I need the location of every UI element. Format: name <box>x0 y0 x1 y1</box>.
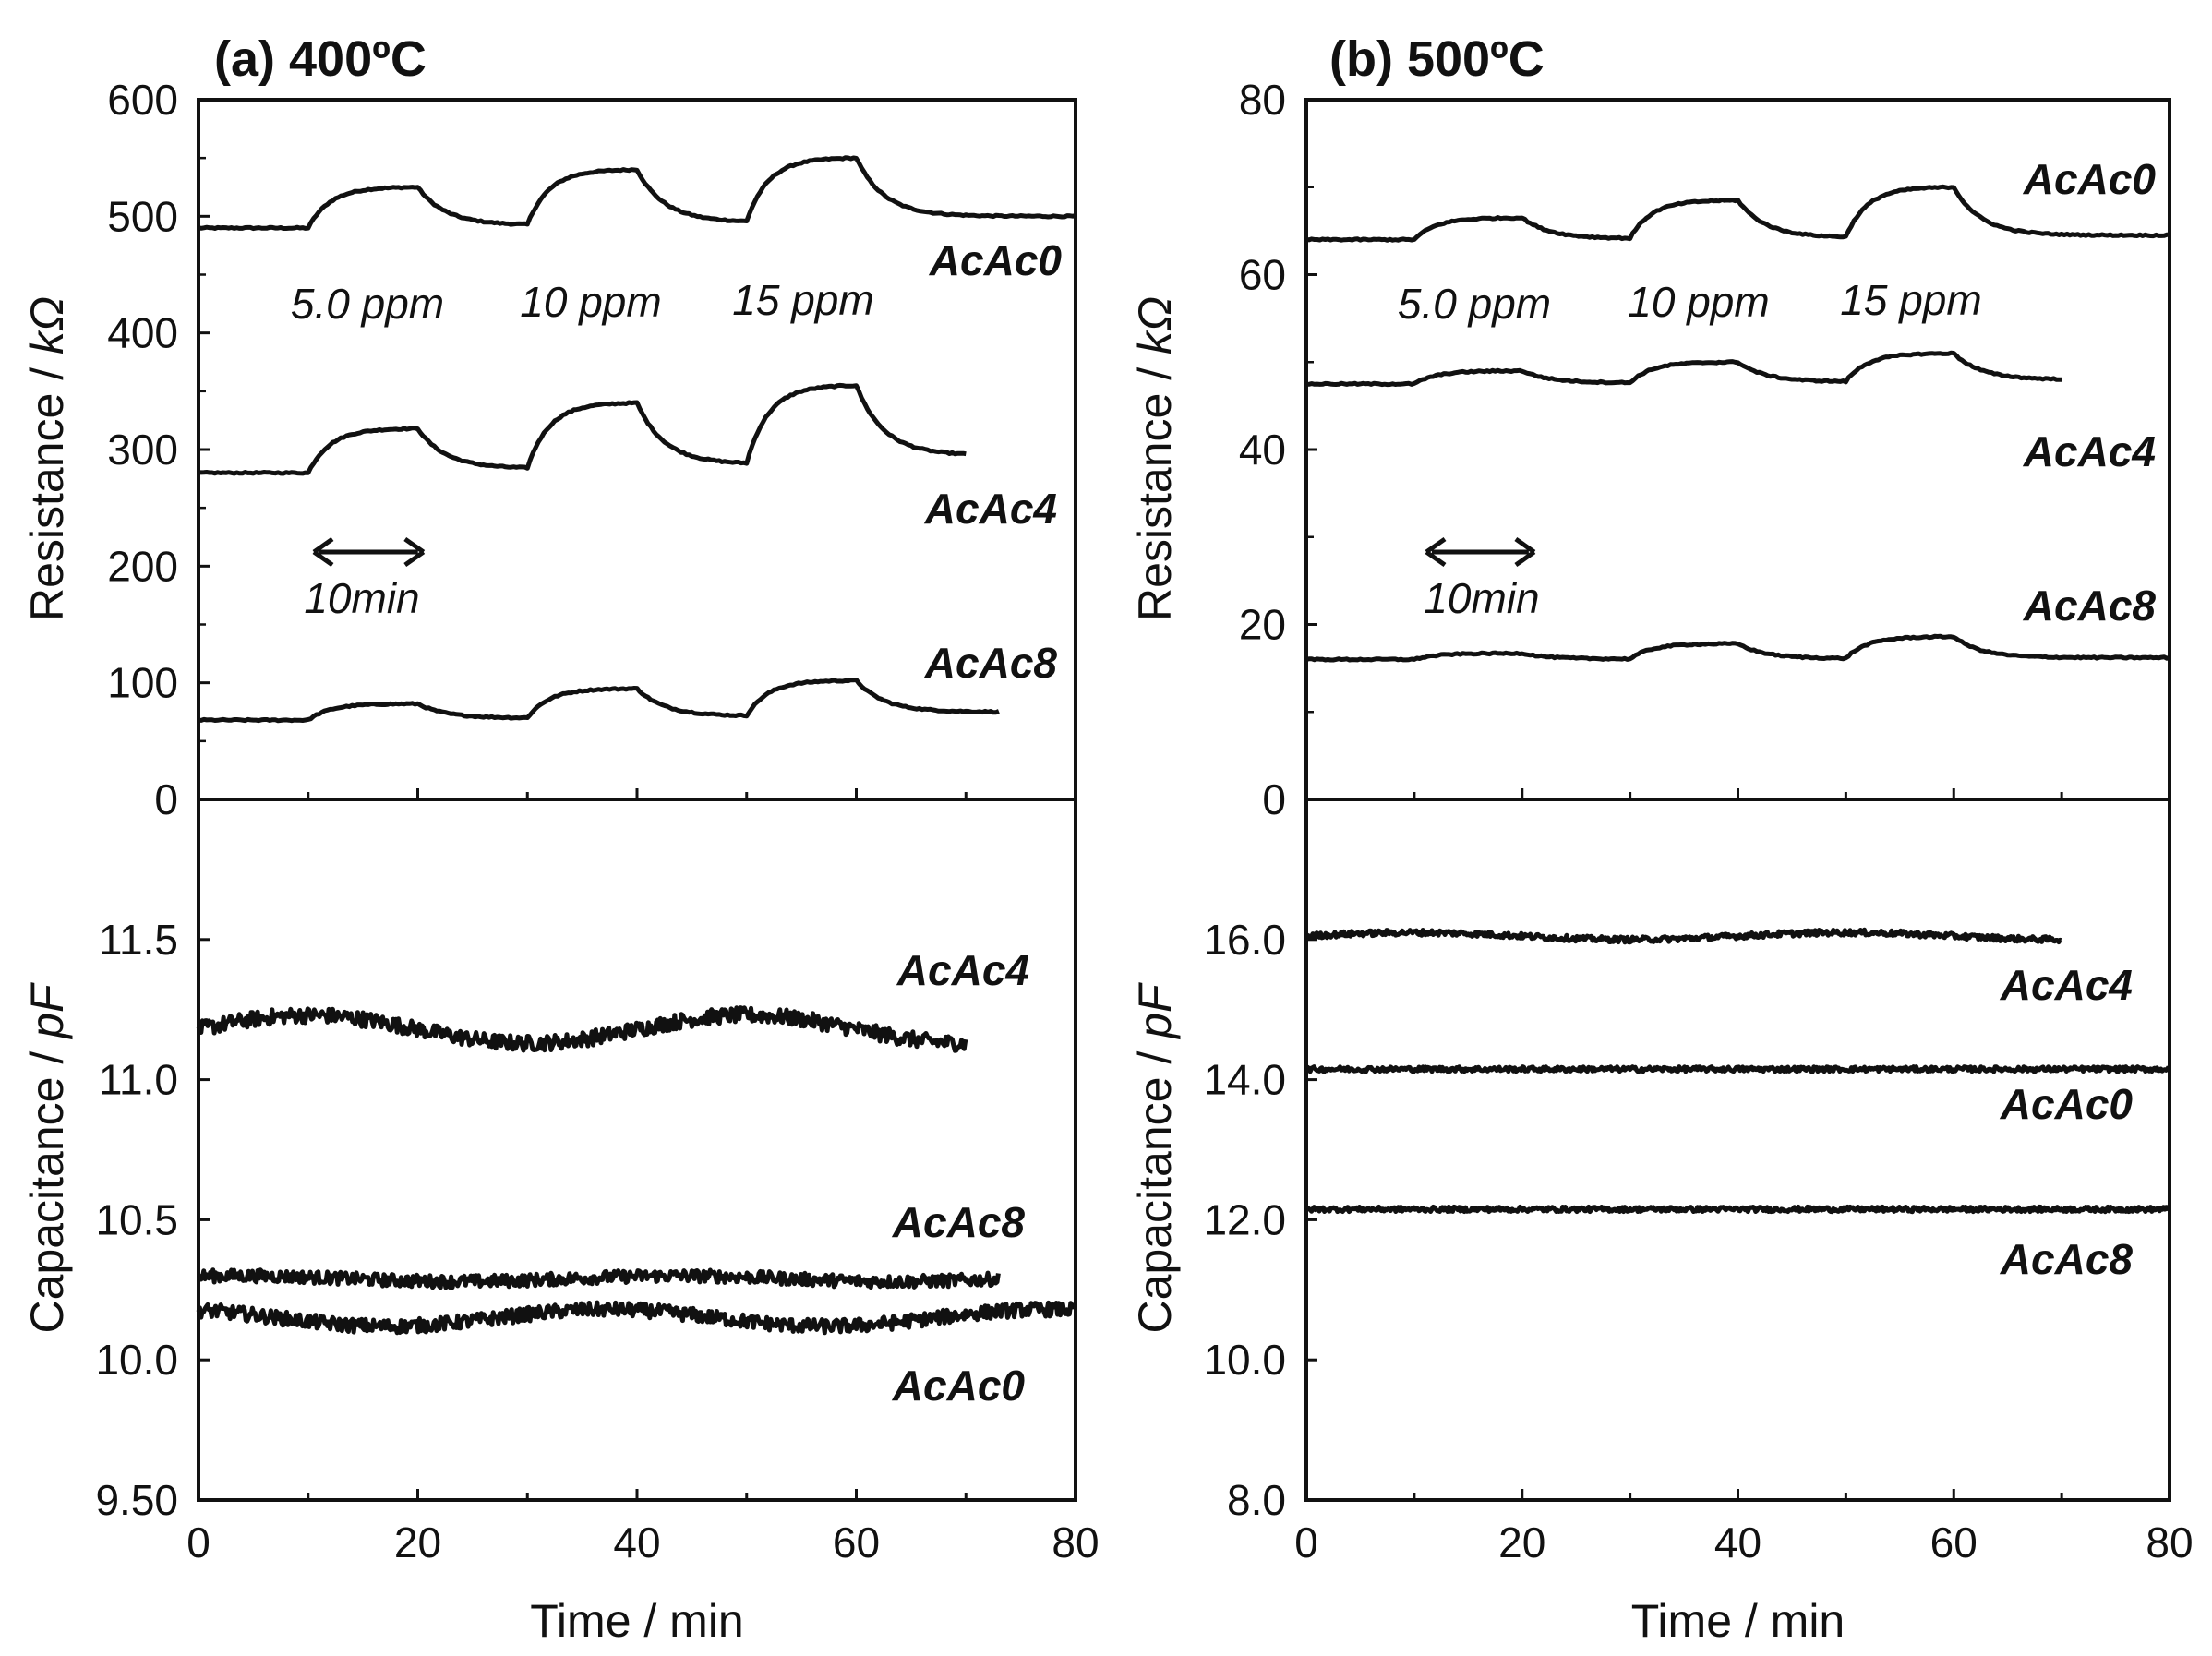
y-tick-label: 10.0 <box>95 1336 178 1384</box>
x-tick-label: 80 <box>1052 1518 1099 1566</box>
y-tick-label: 60 <box>1239 251 1286 299</box>
y-tick-label: 20 <box>1239 601 1286 649</box>
series-line-acac8 <box>1305 633 2170 663</box>
capacitance-label-acac4: AcAc4 <box>896 946 1029 994</box>
x-tick-label: 40 <box>1714 1518 1761 1566</box>
y-tick-label: 80 <box>1239 76 1286 124</box>
concentration-label: 5.0 ppm <box>1398 280 1551 328</box>
capacitance-line-acac8 <box>196 1267 1001 1290</box>
capacitance-axis-title-unit: pF <box>1129 982 1181 1040</box>
concentration-label: 15 ppm <box>1840 276 1981 324</box>
capacitance-axis-title-unit: pF <box>21 982 73 1040</box>
y-tick-label: 10.5 <box>95 1195 178 1243</box>
capacitance-line-acac0 <box>1304 1064 2171 1074</box>
series-label-acac0: AcAc0 <box>929 236 1063 284</box>
y-tick-label: 40 <box>1239 426 1286 474</box>
series-line-acac0 <box>1305 184 2170 243</box>
scale-bar-label: 10min <box>1424 574 1539 622</box>
series-line-acac8 <box>198 678 1000 724</box>
x-tick-label: 20 <box>394 1518 441 1566</box>
capacitance-plot-frame-b <box>1304 798 2171 1502</box>
capacitance-axis-title: Capacitance / pF <box>1129 982 1181 1333</box>
concentration-label: 5.0 ppm <box>291 280 444 328</box>
series-label-acac4: AcAc4 <box>924 485 1057 533</box>
concentration-label: 10 ppm <box>1628 278 1769 326</box>
y-tick-label: 9.50 <box>95 1476 178 1524</box>
capacitance-label-acac8: AcAc8 <box>2000 1235 2134 1283</box>
x-tick-label: 60 <box>833 1518 880 1566</box>
scale-bar-label: 10min <box>304 574 419 622</box>
capacitance-line-acac4 <box>196 1005 968 1053</box>
y-tick-label: 14.0 <box>1203 1056 1286 1104</box>
y-tick-label: 100 <box>107 659 178 707</box>
series-label-acac4: AcAc4 <box>2023 427 2156 475</box>
panel-title-b: (b) 500ºC <box>1329 31 1545 87</box>
series-label-acac8: AcAc8 <box>2023 582 2157 630</box>
capacitance-line-acac4 <box>1304 927 2062 945</box>
capacitance-label-acac0: AcAc0 <box>2000 1080 2134 1128</box>
resistance-axis-title-unit: kΩ <box>1129 296 1181 354</box>
panel-title-a: (a) 400ºC <box>214 31 427 87</box>
capacitance-axis-title-text: Capacitance / <box>21 1038 73 1334</box>
y-tick-label: 10.0 <box>1203 1336 1286 1384</box>
scale-bar-arrow-left-icon <box>312 536 334 568</box>
capacitance-line-acac0 <box>196 1300 1077 1336</box>
x-tick-label: 60 <box>1930 1518 1978 1566</box>
scale-bar-arrow-right-icon <box>1514 536 1536 568</box>
panel-b: (b) 500ºC 0 20 40 60 80 Resistance / kΩ AcAc0 Ac… <box>1129 31 2194 1647</box>
x-tick-label: 0 <box>186 1518 210 1566</box>
y-tick-label: 11.5 <box>99 916 178 964</box>
y-tick-label: 500 <box>107 192 178 240</box>
concentration-label: 15 ppm <box>732 276 873 324</box>
x-axis-title: Time / min <box>530 1595 744 1647</box>
x-tick-label: 80 <box>2146 1518 2193 1566</box>
series-line-acac4 <box>198 382 967 476</box>
resistance-axis-title-unit: kΩ <box>21 296 73 354</box>
capacitance-axis-title-text: Capacitance / <box>1129 1038 1181 1334</box>
series-line-acac0 <box>198 155 1076 232</box>
series-label-acac0: AcAc0 <box>2023 155 2157 203</box>
y-tick-label: 11.0 <box>99 1056 178 1104</box>
x-tick-label: 20 <box>1498 1518 1545 1566</box>
resistance-axis-title-text: Resistance / <box>1129 354 1181 621</box>
y-tick-label: 300 <box>107 426 178 474</box>
resistance-axis-title: Resistance / kΩ <box>21 296 73 621</box>
series-label-acac8: AcAc8 <box>924 639 1058 687</box>
y-tick-label: 8.0 <box>1227 1476 1286 1524</box>
y-tick-label: 16.0 <box>1203 916 1286 964</box>
x-tick-label: 0 <box>1294 1518 1318 1566</box>
x-tick-label: 40 <box>613 1518 660 1566</box>
series-line-acac4 <box>1305 350 2062 388</box>
y-tick-label: 600 <box>107 76 178 124</box>
x-axis-title: Time / min <box>1631 1595 1845 1647</box>
resistance-axis-title-text: Resistance / <box>21 354 73 621</box>
scale-bar-arrow-right-icon <box>403 536 426 568</box>
y-tick-label: 400 <box>107 309 178 357</box>
y-tick-label: 12.0 <box>1203 1195 1286 1243</box>
capacitance-axis-title: Capacitance / pF <box>21 982 73 1333</box>
scale-bar-arrow-left-icon <box>1425 536 1447 568</box>
y-tick-label: 0 <box>154 775 178 823</box>
capacitance-line-acac8 <box>1304 1204 2171 1215</box>
capacitance-label-acac4: AcAc4 <box>2000 961 2133 1009</box>
capacitance-label-acac8: AcAc8 <box>892 1198 1026 1246</box>
y-tick-label: 0 <box>1262 775 1286 823</box>
resistance-axis-title: Resistance / kΩ <box>1129 296 1181 621</box>
concentration-label: 10 ppm <box>520 278 661 326</box>
y-tick-label: 200 <box>107 542 178 590</box>
capacitance-label-acac0: AcAc0 <box>892 1362 1026 1410</box>
